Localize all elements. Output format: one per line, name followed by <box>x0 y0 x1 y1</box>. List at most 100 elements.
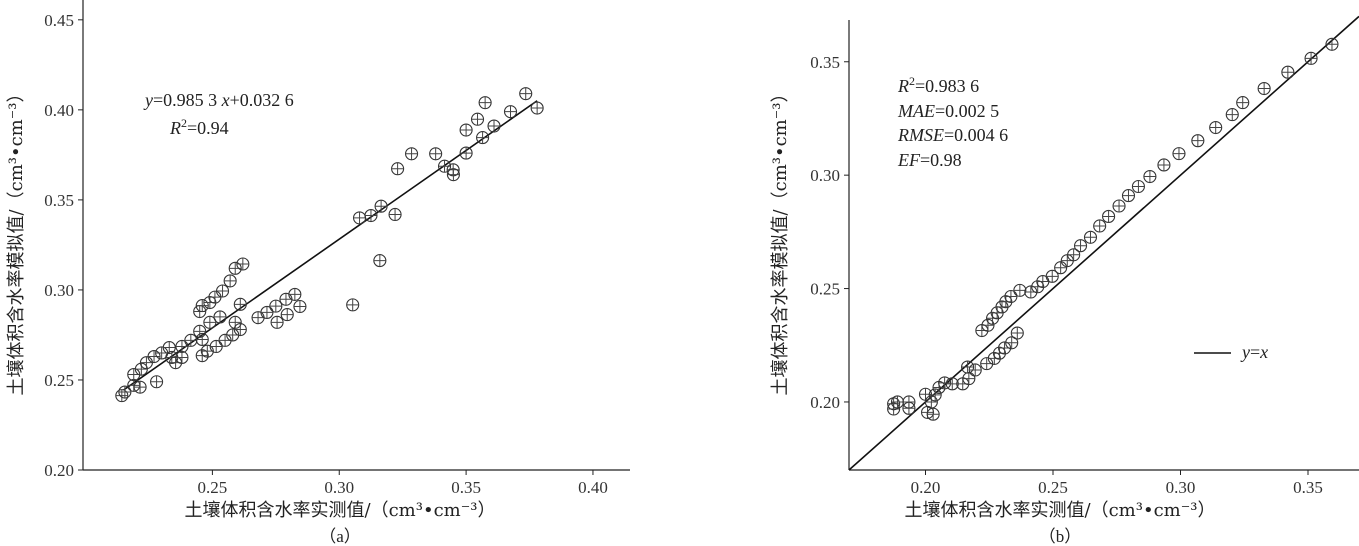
data-point <box>233 322 247 337</box>
data-point <box>203 315 217 329</box>
x-tick-label: 0.20 <box>911 478 941 497</box>
chart-b-ef: EF=0.98 <box>897 150 962 170</box>
y-tick-label: 0.35 <box>810 53 840 72</box>
data-point <box>209 339 223 354</box>
data-point <box>470 112 485 126</box>
y-tick-label: 0.30 <box>810 166 840 185</box>
data-point <box>890 395 905 409</box>
data-point <box>926 407 940 421</box>
data-point <box>1131 179 1145 194</box>
chart-b-ylabel: 土壤体积含水率模拟值/（cm³•cm⁻³） <box>770 85 791 396</box>
data-point <box>1257 81 1271 96</box>
y-tick-label: 0.30 <box>44 281 74 300</box>
y-tick-label: 0.20 <box>44 461 74 480</box>
chart-b-caption: （b） <box>1039 527 1082 546</box>
data-point <box>1013 283 1027 297</box>
data-point <box>459 146 473 160</box>
data-point <box>147 350 161 364</box>
data-point <box>1236 96 1250 110</box>
chart-a: 0.25 0.30 0.35 0.40 0.20 0.25 0.30 0.35 0.40 0.45 <box>44 0 630 497</box>
x-tick-label: 0.35 <box>1293 478 1323 497</box>
chart-a-xlabel: 土壤体积含水率实测值/（cm³•cm⁻³） <box>185 500 496 521</box>
data-point <box>503 105 518 119</box>
data-point <box>223 274 237 288</box>
y-tick-label: 0.25 <box>44 371 74 390</box>
y-tick-label: 0.25 <box>810 280 840 299</box>
x-tick-label: 0.30 <box>324 478 354 497</box>
data-point <box>446 168 460 182</box>
data-point <box>968 363 982 377</box>
data-point <box>150 375 164 389</box>
data-point <box>233 297 247 311</box>
data-point <box>175 350 189 365</box>
regression-line <box>123 100 538 391</box>
data-point <box>1121 189 1136 203</box>
data-point <box>388 207 402 222</box>
chart-b-xlabel: 土壤体积含水率实测值/（cm³•cm⁻³） <box>905 500 1216 521</box>
data-point <box>429 147 443 161</box>
data-point <box>1325 37 1339 51</box>
data-point <box>1005 336 1019 350</box>
chart-a-caption: （a） <box>319 527 361 546</box>
data-point <box>1157 158 1171 172</box>
data-point <box>924 395 938 409</box>
x-tick-label: 0.30 <box>1166 478 1196 497</box>
data-point <box>1102 209 1116 223</box>
chart-b-rmse: RMSE=0.004 6 <box>897 125 1008 145</box>
data-point <box>195 332 209 346</box>
data-point <box>487 119 501 133</box>
chart-a-equation: y=0.985 3 x+0.032 6 <box>143 90 294 110</box>
data-point <box>1054 261 1068 275</box>
data-point <box>1073 239 1088 253</box>
data-point <box>1036 274 1050 289</box>
data-point <box>530 101 544 115</box>
chart-a-ylabel: 土壤体积含水率模拟值/（cm³•cm⁻³） <box>6 85 27 396</box>
y-tick-label: 0.20 <box>810 393 840 412</box>
data-point <box>1045 269 1059 283</box>
data-point <box>1093 219 1107 233</box>
y-tick-label: 0.45 <box>44 11 74 30</box>
data-point <box>938 376 952 390</box>
data-point <box>519 87 533 101</box>
data-point <box>476 131 490 145</box>
data-point <box>1225 108 1239 122</box>
data-point <box>1304 51 1318 65</box>
data-point <box>1083 230 1098 244</box>
data-point <box>215 284 230 298</box>
data-point <box>459 123 473 137</box>
data-point <box>391 162 405 176</box>
x-tick-label: 0.35 <box>451 478 481 497</box>
data-point <box>1004 289 1018 304</box>
data-point <box>195 299 209 313</box>
data-point <box>269 299 283 313</box>
data-point <box>139 356 153 370</box>
data-point <box>115 389 129 403</box>
data-point <box>133 380 147 394</box>
y-tick-label: 0.40 <box>44 101 74 120</box>
data-point <box>1209 120 1223 135</box>
data-point <box>270 315 284 329</box>
data-point <box>1067 248 1081 262</box>
data-point <box>175 339 189 354</box>
data-point <box>260 305 274 319</box>
data-point <box>1281 65 1295 79</box>
data-point <box>352 211 367 225</box>
data-point <box>279 292 293 306</box>
data-point <box>405 147 419 161</box>
data-point <box>193 324 207 338</box>
data-point <box>288 287 302 301</box>
legend-label: y=x <box>1240 342 1268 362</box>
data-point <box>346 298 360 312</box>
x-tick-label: 0.25 <box>1038 478 1068 497</box>
data-point <box>251 311 265 325</box>
data-point <box>1143 169 1157 184</box>
data-point <box>1172 147 1186 161</box>
reference-line-y-equals-x <box>848 15 1359 471</box>
data-point <box>373 254 387 268</box>
data-point <box>992 346 1007 360</box>
data-point <box>928 388 942 402</box>
data-point <box>1112 199 1126 213</box>
data-point <box>236 257 250 271</box>
data-point <box>213 310 227 324</box>
